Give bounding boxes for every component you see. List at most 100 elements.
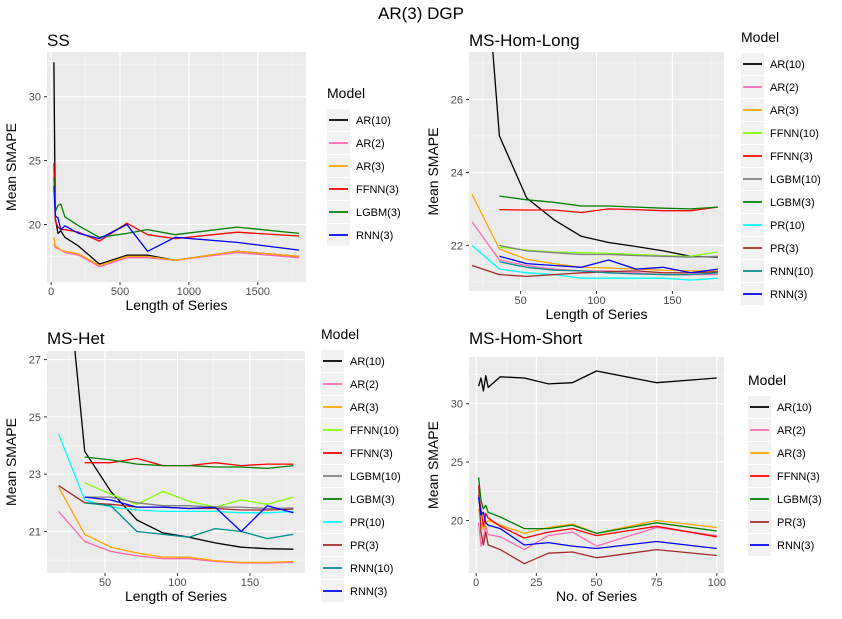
- plot-background: [47, 52, 306, 282]
- series-line-ffnn10: [84, 482, 294, 508]
- legend-title: Model: [321, 326, 359, 342]
- x-tick-label: 100: [708, 577, 726, 589]
- x-tick-label: 100: [168, 577, 186, 589]
- series-group: [53, 62, 300, 268]
- legend-label: FFNN(3): [770, 151, 813, 163]
- series-group: [57, 351, 294, 564]
- legend-label: RNN(10): [350, 563, 393, 575]
- legend-label: AR(10): [350, 356, 385, 368]
- legend-label: AR(10): [777, 402, 812, 414]
- legend-label: LGBM(3): [356, 207, 401, 219]
- series-line-ar10: [74, 351, 294, 550]
- series-line-ar10: [477, 370, 717, 392]
- legend-label: LGBM(10): [350, 471, 401, 483]
- legend-label: PR(3): [777, 517, 806, 529]
- series-line-lgbm3: [53, 177, 300, 238]
- legend-label: AR(3): [770, 105, 799, 117]
- series-line-rnn10: [499, 261, 718, 276]
- series-line-ffnn3: [499, 206, 718, 214]
- panel-4: MS-Hom-Short 0 25 50 75 100 20 25 30 No. of Serie…: [425, 329, 822, 604]
- y-tick-label: 25: [451, 457, 463, 469]
- legend-label: RNN(3): [770, 289, 807, 301]
- legend-label: RNN(3): [350, 586, 387, 598]
- panel-title: MS-Het: [47, 329, 105, 348]
- x-tick-label: 75: [651, 577, 663, 589]
- x-tick-label: 1500: [246, 286, 270, 298]
- y-tick-label: 22: [451, 240, 463, 252]
- series-line-pr10: [471, 244, 718, 281]
- series-line-rnn3: [499, 255, 718, 274]
- legend-label: RNN(3): [356, 230, 393, 242]
- legend-label: PR(3): [350, 540, 379, 552]
- x-tick-label: 100: [587, 295, 605, 307]
- y-axis-label: Mean SMAPE: [3, 418, 19, 506]
- x-tick-label: 50: [514, 295, 526, 307]
- series-line-lgbm3: [84, 456, 294, 470]
- legend: Model AR(10) AR(2) AR(3) FFNN(10) FFNN(3) LGBM…: [321, 326, 401, 602]
- y-tick-label: 23: [29, 469, 41, 481]
- series-line-ar3: [53, 237, 300, 267]
- legend-label: FFNN(3): [356, 184, 399, 196]
- panel-title: MS-Hom-Short: [469, 329, 583, 348]
- x-tick-label: 25: [530, 577, 542, 589]
- series-line-lgbm10: [84, 496, 294, 510]
- legend-label: RNN(10): [770, 266, 813, 278]
- series-line-rnn3: [53, 186, 300, 252]
- y-tick-label: 24: [451, 167, 463, 179]
- y-tick-label: 30: [451, 399, 463, 411]
- legend: Model AR(10) AR(2) AR(3) FFNN(10) FFNN(3) LGBM…: [741, 29, 821, 305]
- legend-label: AR(2): [770, 82, 799, 94]
- series-group: [477, 370, 717, 565]
- legend-title: Model: [741, 29, 779, 45]
- legend-label: AR(10): [356, 115, 391, 127]
- x-tick-label: 1000: [177, 286, 201, 298]
- x-tick-label: 150: [663, 295, 681, 307]
- legend-label: LGBM(3): [770, 197, 815, 209]
- panel-1: SS 0 500 1000 1500 20 25 30 Length of Series Mean…: [3, 31, 401, 313]
- x-tick-label: 50: [590, 577, 602, 589]
- series-line-ffnn3: [477, 494, 717, 539]
- x-axis-label: Length of Series: [125, 588, 227, 604]
- legend-label: AR(3): [350, 402, 379, 414]
- series-line-lgbm10: [499, 244, 718, 258]
- legend-label: FFNN(3): [777, 471, 820, 483]
- x-tick-label: 150: [241, 577, 259, 589]
- x-tick-label: 0: [48, 286, 54, 298]
- legend-label: PR(3): [770, 243, 799, 255]
- legend-label: PR(10): [770, 220, 805, 232]
- y-axis-label: Mean SMAPE: [425, 128, 441, 216]
- panel-2: MS-Hom-Long 50 100 150 22 24 26 Length of Serie…: [425, 29, 821, 322]
- y-tick-label: 26: [451, 94, 463, 106]
- legend-label: AR(10): [770, 59, 805, 71]
- series-line-ffnn10: [499, 246, 719, 257]
- y-tick-label: 30: [29, 92, 41, 104]
- series-line-ar10: [492, 52, 718, 258]
- legend-label: LGBM(3): [777, 494, 822, 506]
- legend-title: Model: [327, 85, 365, 101]
- legend-label: AR(2): [350, 379, 379, 391]
- legend-label: LGBM(3): [350, 494, 395, 506]
- legend-label: FFNN(3): [350, 448, 393, 460]
- legend-title: Model: [748, 372, 786, 388]
- y-tick-label: 27: [29, 355, 41, 367]
- legend-label: PR(10): [350, 517, 385, 529]
- series-line-pr3: [477, 485, 717, 565]
- figure-title: AR(3) DGP: [378, 4, 464, 23]
- x-axis-label: Length of Series: [126, 297, 228, 313]
- legend: Model AR(10) AR(2) AR(3) FFNN(3) LGBM(3) RNN(3…: [327, 85, 401, 246]
- x-axis-label: No. of Series: [556, 588, 637, 604]
- legend: Model AR(10) AR(2) AR(3) FFNN(3) LGBM(3) PR(3)…: [748, 372, 822, 556]
- legend-label: FFNN(10): [770, 128, 819, 140]
- panel-3: MS-Het 50 100 150 21 23 25 27 Length of Series Me…: [3, 326, 401, 604]
- legend-label: RNN(3): [777, 540, 814, 552]
- panel-title: MS-Hom-Long: [469, 31, 580, 50]
- x-axis-label: Length of Series: [546, 306, 648, 322]
- legend-label: AR(2): [777, 425, 806, 437]
- legend-label: LGBM(10): [770, 174, 821, 186]
- y-tick-label: 21: [29, 526, 41, 538]
- series-line-ar3: [58, 486, 294, 564]
- x-tick-label: 500: [111, 286, 129, 298]
- panel-title: SS: [47, 31, 70, 50]
- y-tick-label: 25: [29, 156, 41, 168]
